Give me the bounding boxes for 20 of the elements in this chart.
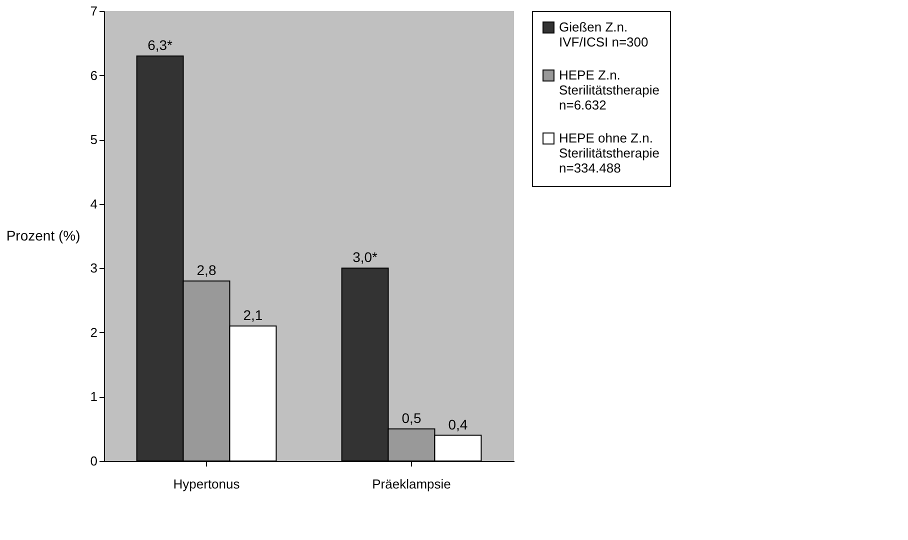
y-tick-label: 4 <box>90 196 98 212</box>
legend-label: HEPE ohne Z.n. Sterilitätstherapie n=334.488 <box>559 130 660 176</box>
y-tick-label: 1 <box>90 389 98 404</box>
data-label: 0,5 <box>402 410 422 426</box>
x-tick-label: Hypertonus <box>173 476 240 492</box>
y-tick-label: 7 <box>90 4 98 18</box>
y-tick-label: 3 <box>90 260 98 276</box>
y-tick-label: 0 <box>90 454 98 468</box>
data-label: 2,8 <box>196 262 216 278</box>
data-label: 3,0* <box>352 249 378 266</box>
y-axis-title: Prozent (%) <box>6 228 80 244</box>
y-tick-label: 6 <box>90 68 98 83</box>
y-tick-label: 2 <box>90 324 98 340</box>
data-label: 0,4 <box>448 416 468 432</box>
x-tick-label: Präeklampsie <box>372 476 451 492</box>
legend-label: Gießen Z.n. IVF/ICSI n=300 <box>559 20 648 50</box>
data-label: 6,3* <box>148 37 174 53</box>
data-label: 2,1 <box>243 307 263 323</box>
legend-label: HEPE Z.n. Sterilitätstherapie n=6.632 <box>559 68 660 112</box>
y-tick-label: 5 <box>90 132 98 148</box>
